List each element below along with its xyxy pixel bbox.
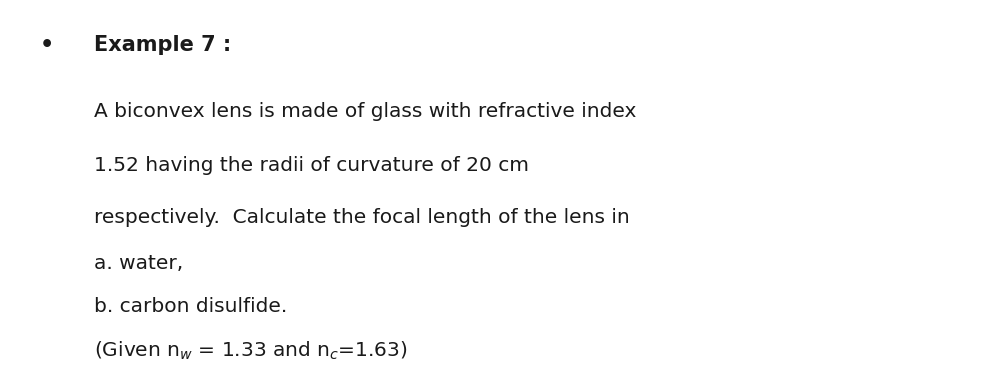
Text: a. water,: a. water,	[94, 254, 183, 273]
Text: A biconvex lens is made of glass with refractive index: A biconvex lens is made of glass with re…	[94, 102, 636, 121]
Text: respectively.  Calculate the focal length of the lens in: respectively. Calculate the focal length…	[94, 207, 629, 227]
Text: Example 7 :: Example 7 :	[94, 35, 230, 55]
Text: 1.52 having the radii of curvature of 20 cm: 1.52 having the radii of curvature of 20…	[94, 155, 529, 175]
Text: b. carbon disulfide.: b. carbon disulfide.	[94, 296, 287, 316]
Text: •: •	[40, 35, 54, 55]
Text: (Given n$_{w}$ = 1.33 and n$_{c}$=1.63): (Given n$_{w}$ = 1.33 and n$_{c}$=1.63)	[94, 339, 407, 362]
